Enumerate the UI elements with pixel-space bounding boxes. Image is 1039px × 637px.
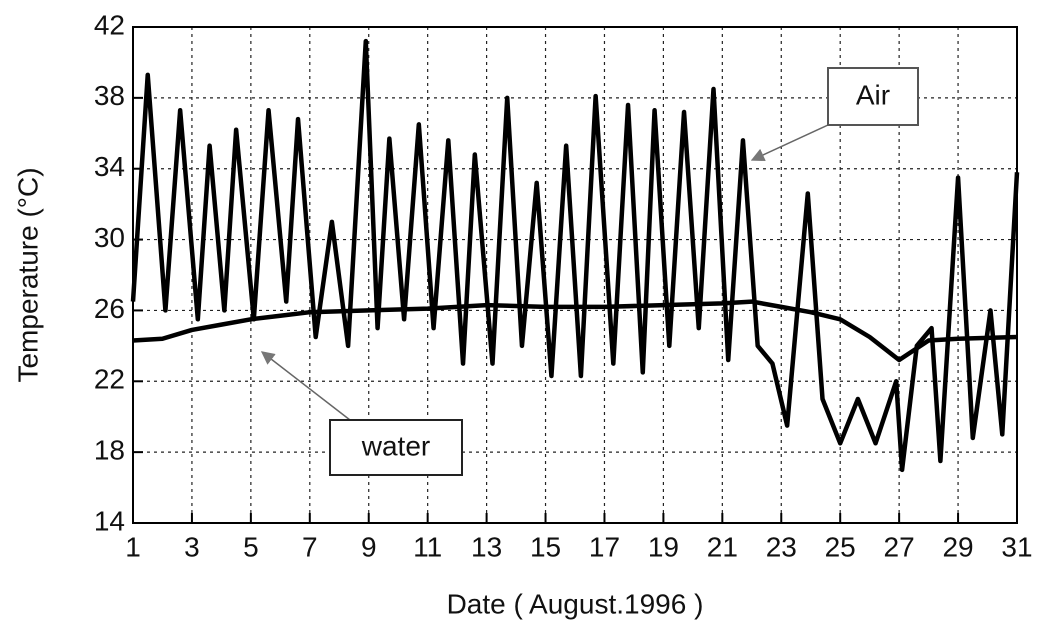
y-tick-label: 38 <box>94 80 125 111</box>
x-tick-label: 15 <box>530 531 561 562</box>
air-box <box>827 67 919 126</box>
water-arrow <box>260 351 351 421</box>
x-tick-label: 25 <box>825 531 856 562</box>
y-tick-label: 34 <box>94 151 125 182</box>
y-tick-label: 14 <box>94 505 125 536</box>
x-tick-label: 21 <box>707 531 738 562</box>
y-tick-label: 18 <box>94 435 125 466</box>
y-tick-label: 30 <box>94 222 125 253</box>
x-tick-label: 3 <box>184 531 200 562</box>
x-tick-label: 17 <box>589 531 620 562</box>
y-axis-label: Temperature (°C) <box>12 167 43 382</box>
x-tick-label: 1 <box>125 531 141 562</box>
x-tick-label: 5 <box>243 531 259 562</box>
x-tick-label: 13 <box>471 531 502 562</box>
x-axis-label: Date ( August.1996 ) <box>447 588 704 619</box>
y-tick-label: 42 <box>94 9 125 40</box>
y-tick-label: 22 <box>94 364 125 395</box>
x-tick-label: 29 <box>942 531 973 562</box>
x-tick-label: 31 <box>1001 531 1032 562</box>
x-tick-label: 19 <box>648 531 679 562</box>
x-tick-label: 7 <box>302 531 318 562</box>
water-box <box>329 419 463 476</box>
x-tick-label: 9 <box>361 531 377 562</box>
y-tick-label: 26 <box>94 293 125 324</box>
x-tick-label: 11 <box>413 531 442 562</box>
line-series <box>132 299 1018 363</box>
air-arrow <box>750 124 829 162</box>
x-tick-label: 27 <box>884 531 915 562</box>
x-tick-label: 23 <box>766 531 797 562</box>
line-series <box>130 38 1020 473</box>
air-annotation: Air <box>856 79 890 110</box>
water-annotation: water <box>361 430 430 461</box>
